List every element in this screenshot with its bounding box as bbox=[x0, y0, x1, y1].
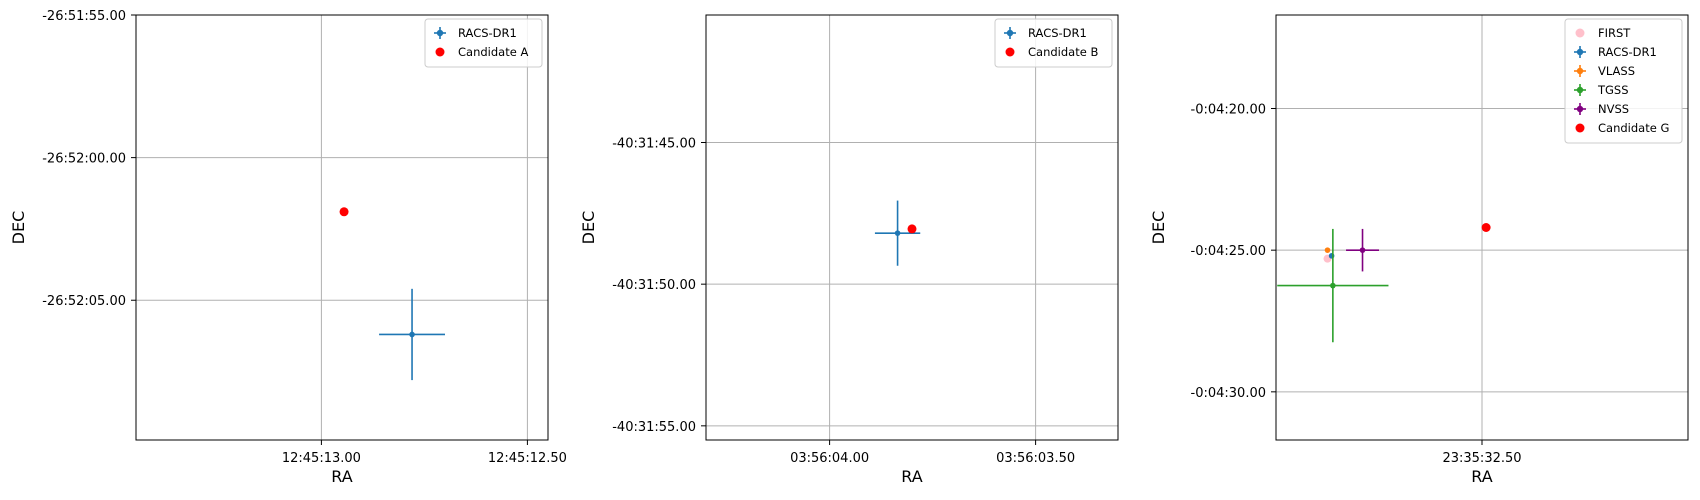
legend-entry: RACS-DR1 bbox=[434, 26, 517, 40]
legend-box bbox=[994, 18, 1113, 68]
legend-label: NVSS bbox=[1598, 102, 1629, 116]
legend-entry: Candidate A bbox=[435, 45, 528, 59]
y-tick-label: -40:31:50.00 bbox=[612, 278, 696, 293]
legend-entry: NVSS bbox=[1574, 102, 1629, 116]
legend: RACS-DR1 Candidate B bbox=[994, 18, 1113, 68]
legend-box bbox=[1564, 18, 1683, 144]
data-point bbox=[894, 230, 901, 236]
legend-label: TGSS bbox=[1597, 83, 1629, 97]
x-tick-label: 23:35:32.50 bbox=[1442, 451, 1521, 466]
y-tick-label: -0:04:30.00 bbox=[1191, 386, 1266, 401]
y-tick-label: -0:04:20.00 bbox=[1191, 103, 1266, 118]
data-point bbox=[1359, 247, 1366, 253]
y-tick-label: -0:04:25.00 bbox=[1191, 244, 1266, 259]
legend-label: RACS-DR1 bbox=[458, 26, 517, 40]
chart-panel-1: 12:45:13.00 12:45:12.50 -26:51:55.00 -26:52… bbox=[9, 9, 567, 486]
series-racs-dr1 bbox=[379, 288, 445, 381]
series-vlass bbox=[1324, 247, 1331, 253]
legend-entry: RACS-DR1 bbox=[1004, 26, 1087, 40]
x-tick-label: 03:56:04.00 bbox=[790, 451, 869, 466]
series-candidate-g bbox=[1481, 223, 1491, 232]
data-point bbox=[1481, 223, 1491, 232]
legend-entry: RACS-DR1 bbox=[1574, 45, 1657, 59]
legend-label: RACS-DR1 bbox=[1598, 45, 1657, 59]
x-tick-label: 12:45:12.50 bbox=[488, 451, 567, 466]
x-tick-label: 03:56:03.50 bbox=[996, 451, 1075, 466]
legend-entry: Candidate B bbox=[1005, 45, 1098, 59]
legend-label: RACS-DR1 bbox=[1028, 26, 1087, 40]
data-point bbox=[339, 207, 349, 217]
y-axis-label: DEC bbox=[579, 211, 598, 245]
data-point bbox=[409, 331, 415, 338]
chart-panel-3: 23:35:32.50 -0:04:20.00 -0:04:25.00 -0:04:3… bbox=[1149, 14, 1689, 486]
legend-box bbox=[424, 18, 543, 68]
legend-marker bbox=[1576, 67, 1584, 75]
legend-entry: Candidate G bbox=[1575, 121, 1669, 135]
legend-entry: TGSS bbox=[1574, 83, 1629, 97]
data-point bbox=[1324, 247, 1331, 253]
x-tick-label: 12:45:13.00 bbox=[282, 451, 361, 466]
y-axis-label: DEC bbox=[9, 211, 28, 245]
y-tick-label: -26:52:00.00 bbox=[42, 152, 126, 167]
legend-label: VLASS bbox=[1598, 64, 1635, 78]
y-tick-label: -40:31:45.00 bbox=[612, 137, 696, 152]
y-axis-label: DEC bbox=[1149, 211, 1168, 245]
legend-marker bbox=[1576, 48, 1584, 56]
y-tick-label: -40:31:55.00 bbox=[612, 420, 696, 435]
legend-label: Candidate G bbox=[1598, 121, 1669, 135]
legend-label: Candidate B bbox=[1028, 45, 1098, 59]
x-axis-label: RA bbox=[1471, 467, 1492, 486]
axes-frame bbox=[135, 14, 549, 441]
legend-marker bbox=[1576, 86, 1584, 94]
series-nvss bbox=[1346, 228, 1379, 272]
axes-frame bbox=[705, 14, 1119, 441]
series-candidate-a bbox=[339, 207, 349, 217]
data-point bbox=[907, 224, 917, 234]
legend-marker bbox=[435, 47, 445, 57]
legend-marker bbox=[1576, 105, 1584, 113]
series-candidate-b bbox=[907, 224, 917, 234]
legend-marker bbox=[1575, 123, 1585, 133]
legend: RACS-DR1 Candidate A bbox=[424, 18, 543, 68]
data-point bbox=[1330, 282, 1336, 289]
legend-marker bbox=[436, 29, 444, 37]
legend-marker bbox=[1005, 47, 1015, 57]
legend: FIRST RACS-DR1 VLASS TGSS NVSS Candidate G bbox=[1564, 18, 1683, 144]
y-tick-label: -26:51:55.00 bbox=[42, 9, 126, 24]
legend-entry: FIRST bbox=[1575, 26, 1631, 40]
y-tick-label: -26:52:05.00 bbox=[42, 294, 126, 309]
legend-label: FIRST bbox=[1598, 26, 1631, 40]
legend-marker bbox=[1575, 28, 1585, 38]
legend-entry: VLASS bbox=[1574, 64, 1635, 78]
series-tgss bbox=[1277, 228, 1389, 343]
legend-label: Candidate A bbox=[458, 45, 528, 59]
x-axis-label: RA bbox=[331, 467, 352, 486]
chart-panel-2: 03:56:04.00 03:56:03.50 -40:31:45.00 -40:31… bbox=[579, 14, 1119, 486]
x-axis-label: RA bbox=[901, 467, 922, 486]
legend-marker bbox=[1006, 29, 1014, 37]
axes-frame bbox=[1275, 14, 1689, 441]
